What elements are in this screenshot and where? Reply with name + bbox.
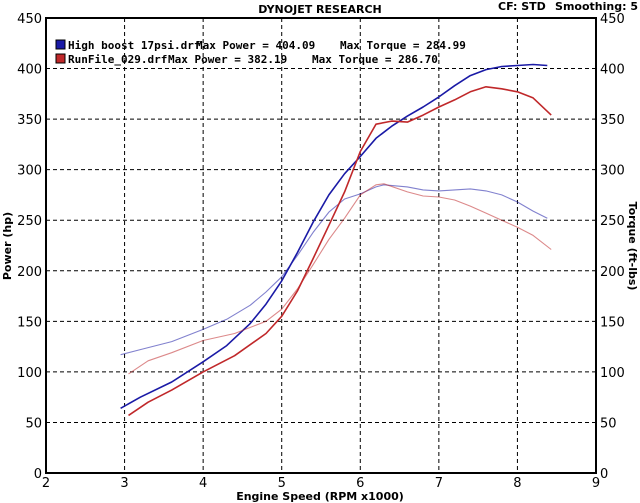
x-tick-label: 6 [356,476,364,491]
legend-max-torque-high-boost: Max Torque = 284.99 [340,39,466,52]
legend-max-torque-runfile: Max Torque = 286.70 [312,53,438,66]
cf-label: CF: STD [498,0,546,13]
y-tick-label-right: 150 [600,315,625,330]
y-tick-label-left: 250 [17,214,42,229]
plot-frame [45,17,597,474]
y-tick-label-left: 150 [17,315,42,330]
grid [46,18,596,473]
y-tick-label-right: 450 [600,12,625,27]
y-tick-label-right: 400 [600,63,625,78]
x-tick-label: 4 [199,476,207,491]
legend: High boost 17psi.drf Max Power = 404.09 … [55,39,466,66]
y-tick-label-left: 200 [17,265,42,280]
y-tick-label-left: 0 [34,467,42,482]
y-tick-label-left: 350 [17,113,42,128]
y-tick-label-left: 50 [25,416,42,431]
y-tick-label-right: 0 [600,467,608,482]
x-tick-label: 9 [592,476,600,491]
series-lines [120,63,552,417]
y-tick-label-left: 450 [17,12,42,27]
y-axis-label-left: Power (hp) [1,212,14,280]
y-tick-label-right: 100 [600,366,625,381]
x-tick-label: 3 [120,476,128,491]
high-boost-torque-line [120,184,548,356]
legend-file-runfile: RunFile_029.drf [68,53,167,66]
y-tick-label-left: 400 [17,63,42,78]
y-tick-label-left: 300 [17,164,42,179]
x-axis-label: Engine Speed (RPM x1000) [236,490,404,503]
x-tick-label: 5 [278,476,286,491]
y-tick-label-right: 350 [600,113,625,128]
x-tick-label: 2 [42,476,50,491]
runfile-torque-line [128,183,552,375]
smoothing-label: Smoothing: 5 [555,0,638,13]
y-tick-label-right: 200 [600,265,625,280]
high-boost-power-line [120,63,548,409]
y-tick-label-right: 250 [600,214,625,229]
legend-max-power-high-boost: Max Power = 404.09 [196,39,315,52]
y-tick-label-right: 50 [600,416,617,431]
x-tick-label: 8 [513,476,521,491]
legend-swatch-high-boost [55,39,66,50]
runfile-power-line [128,86,552,417]
legend-swatch-runfile [55,53,66,64]
x-tick-label: 7 [435,476,443,491]
y-tick-label-left: 100 [17,366,42,381]
y-tick-label-right: 300 [600,164,625,179]
chart-header-title: DYNOJET RESEARCH [258,3,381,16]
legend-max-power-runfile: Max Power = 382.19 [168,53,287,66]
legend-file-high-boost: High boost 17psi.drf [68,39,200,52]
y-axis-label-right: Torque (ft-lbs) [626,202,639,291]
